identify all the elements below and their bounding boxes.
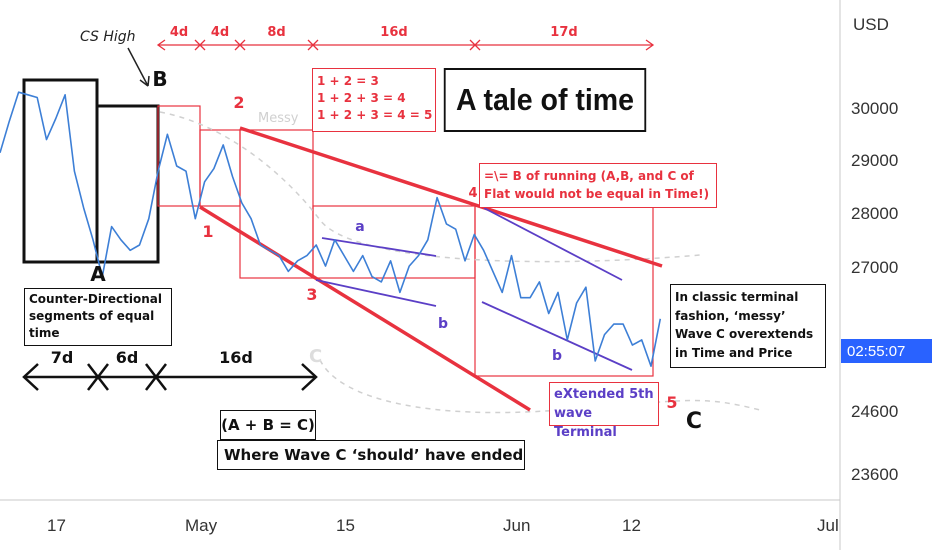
subwave-b-label-1: b [438,316,448,332]
time-box-3 [239,129,314,279]
wave-b-label: B [152,67,167,91]
current-price-badge[interactable]: 02:55:07 [841,339,932,363]
top-span-tick-4 [469,39,481,51]
sub-channel-a-lower [315,279,437,307]
channel-upper-line [239,126,663,268]
time-box-4 [312,205,476,279]
wave-3-label: 3 [306,285,317,304]
counter-directional-note: Counter-Directional segments of equal ti… [24,288,172,346]
where-wave-c-note: Where Wave C ‘should’ have ended [217,440,525,470]
messy-watermark: Messy [258,111,299,126]
chart-title: A tale of time [443,68,647,132]
time-tick: Jun [503,516,531,535]
price-tick: 28000 [851,204,899,223]
wave-2-label: 2 [233,93,244,112]
top-span-head-right [645,39,655,51]
cs-high-label: CS High [80,29,136,45]
cs-high-arrowhead [139,75,150,87]
fib-line-3: 1 + 2 + 3 = 4 = 5 [317,108,433,122]
fib-line-1: 1 + 2 = 3 [317,74,379,88]
top-span-tick-1 [194,39,206,51]
sub-channel-a-upper [321,237,437,257]
price-tick: 29000 [851,151,899,170]
subwave-b-label-2: b [552,348,562,364]
extended-5th-note: eXtended 5th wave Terminal [549,382,659,440]
sub-channel-c-lower [481,301,633,371]
top-span-tick-2 [234,39,246,51]
fib-sum-box: 1 + 2 = 3 1 + 2 + 3 = 4 1 + 2 + 3 = 4 = … [312,68,436,132]
wave-1-label: 1 [202,222,213,241]
cs-high-arrow [127,47,149,87]
top-span-head-left [156,39,166,51]
bottom-span-tick-2 [145,363,167,391]
time-tick: May [185,516,218,535]
time-tick: Jul [817,516,839,535]
channel-lower-line [199,205,531,412]
wave-a-label: A [90,262,106,286]
top-span-tick-3 [307,39,319,51]
classic-terminal-note: In classic terminal fashion, ‘messy’ Wav… [670,284,826,368]
price-tick: 24600 [851,402,899,421]
wave-4-label: 4 [468,186,477,201]
sub-channel-c-upper [483,207,623,281]
top-span-label-4: 16d [380,25,407,40]
abc-equation-note: (A + B = C) [220,410,316,440]
bottom-span-label-2: 6d [116,348,139,367]
fib-line-2: 1 + 2 + 3 = 4 [317,91,406,105]
running-b-note: =\= B of running (A,B, and C of Flat wou… [479,163,717,208]
time-tick: 15 [336,516,355,535]
bottom-span-tick-1 [87,363,109,391]
bottom-span-head-left [22,363,39,391]
subwave-a-label: a [355,219,364,235]
top-span-label-3: 8d [267,25,285,40]
bottom-span-label-3: 16d [219,348,253,367]
price-tick: 27000 [851,258,899,277]
ghost-c-label: C [309,346,322,367]
price-tick: 23600 [851,465,899,484]
currency-label: USD [853,15,889,34]
top-span-label-2: 4d [211,25,229,40]
segment-box-b [95,104,160,264]
top-span-label-5: 17d [550,25,577,40]
ghost-projection-upper [159,111,701,263]
time-tick: 17 [47,516,66,535]
bottom-span-head-right [301,363,318,391]
top-span-label-1: 4d [170,25,188,40]
wave-5-label: 5 [666,393,677,412]
bottom-span-label-1: 7d [51,348,74,367]
price-line [0,91,662,368]
wave-c-label: C [686,409,702,434]
time-tick: 12 [622,516,641,535]
price-tick: 30000 [851,99,899,118]
